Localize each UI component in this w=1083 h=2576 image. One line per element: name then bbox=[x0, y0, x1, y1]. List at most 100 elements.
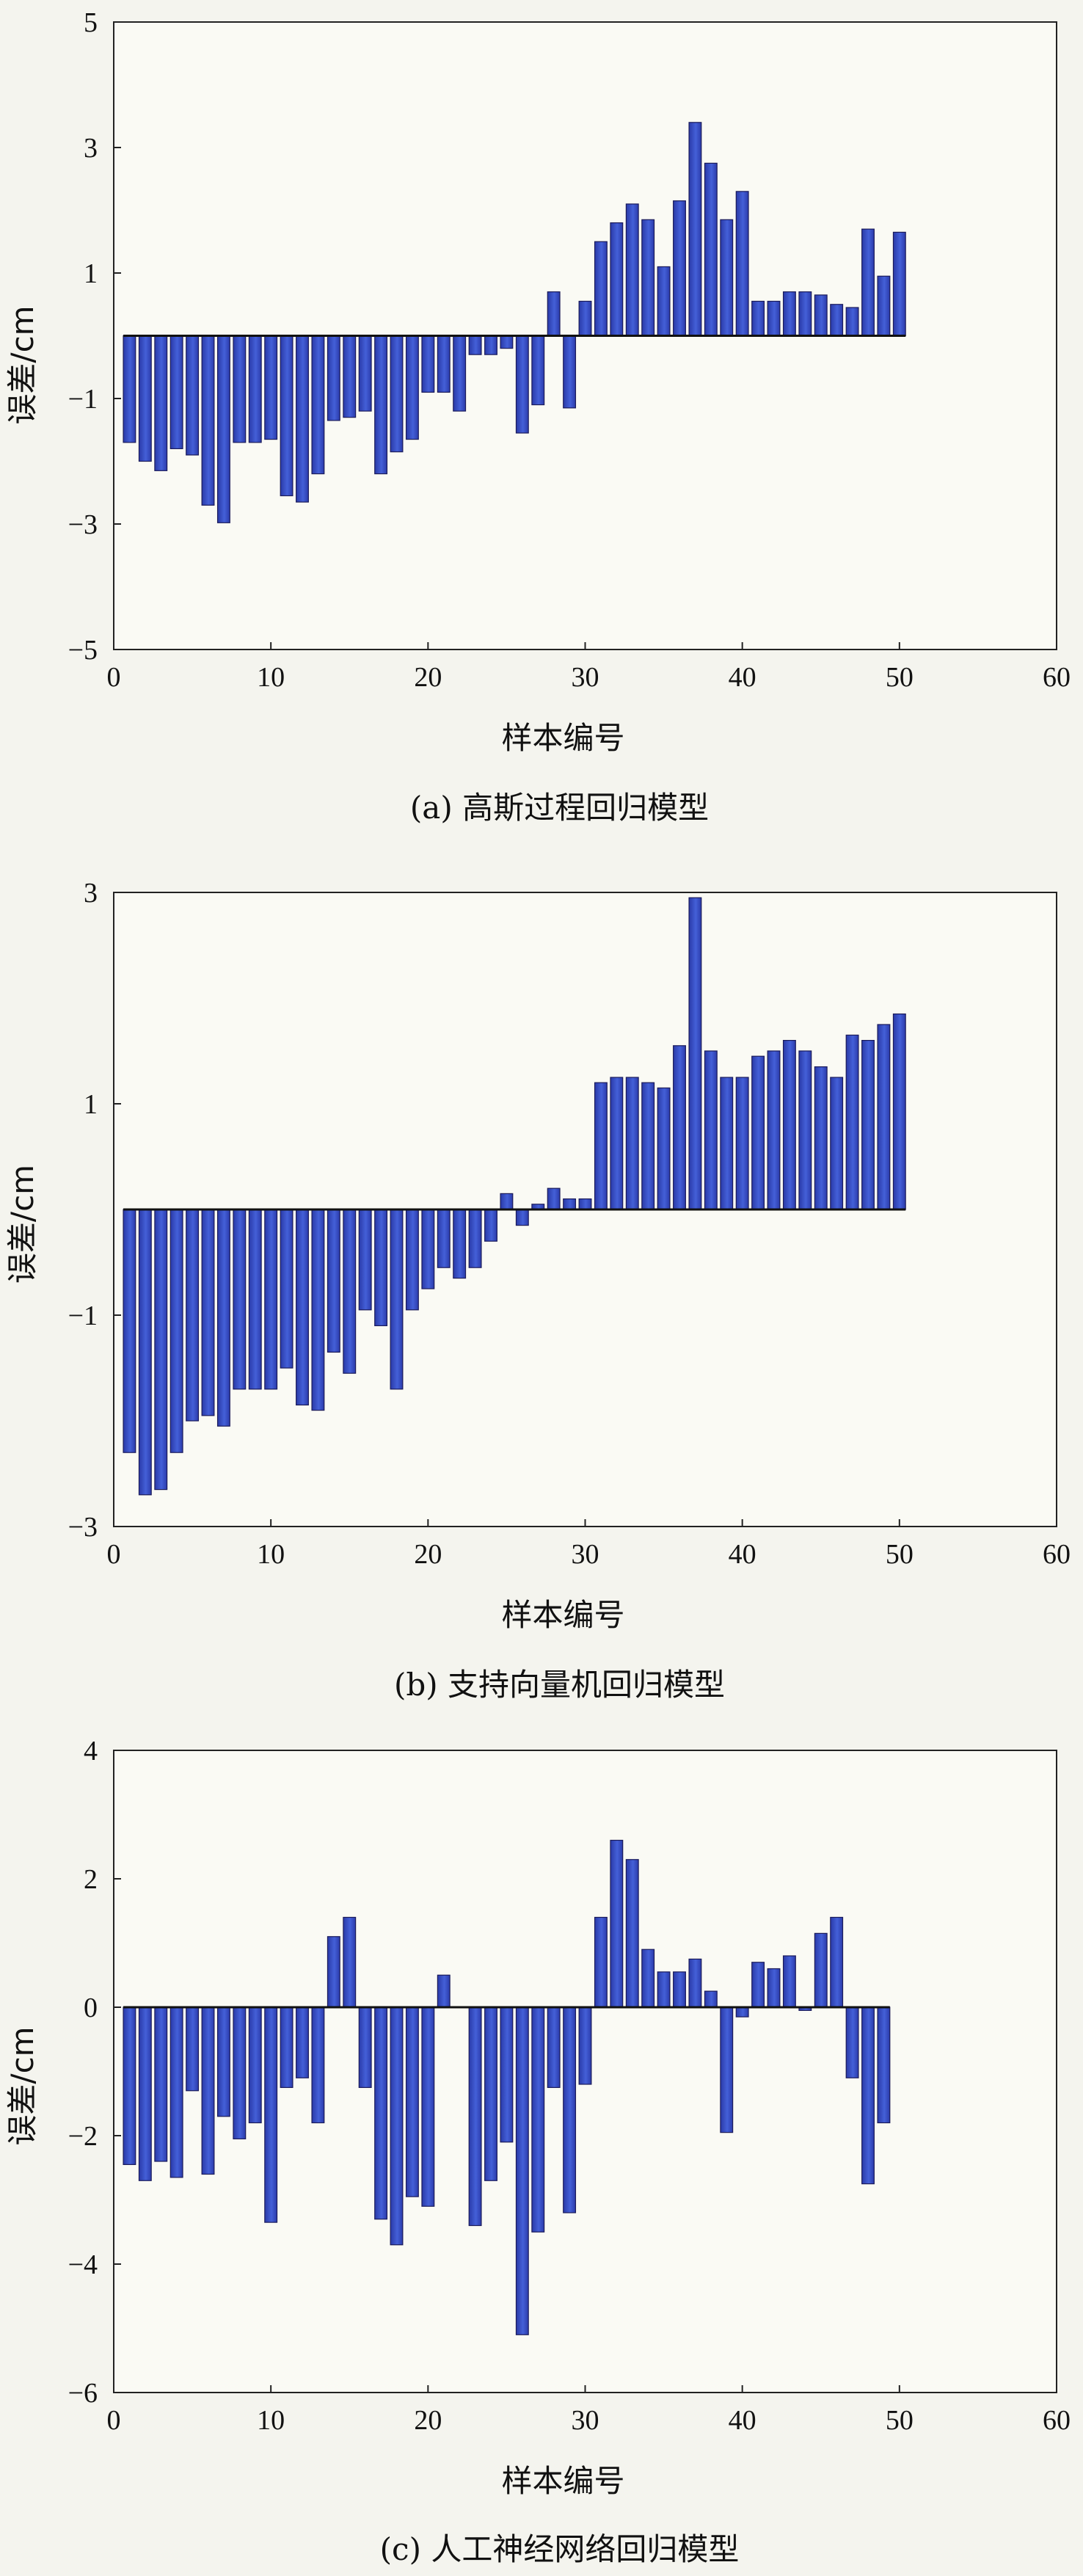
chart-c-bar bbox=[547, 2006, 561, 2088]
chart-b-bar bbox=[673, 1045, 686, 1210]
chart-a-y-tick-label: 1 bbox=[84, 258, 98, 289]
chart-c-bar bbox=[657, 1971, 671, 2008]
chart-a-bar bbox=[547, 291, 561, 337]
chart-c-y-tick-label: −6 bbox=[68, 2378, 98, 2409]
chart-c-bar bbox=[751, 1962, 765, 2008]
chart-a-bar bbox=[515, 335, 529, 434]
chart-a-bar bbox=[798, 291, 812, 337]
chart-a-x-axis-title: 样本编号 bbox=[501, 720, 624, 756]
chart-b-bar bbox=[845, 1034, 859, 1210]
chart-a-bar bbox=[296, 335, 309, 503]
chart-c-bar bbox=[327, 1936, 340, 2008]
chart-a-bar bbox=[374, 335, 388, 475]
chart-c-bar bbox=[861, 2006, 875, 2185]
chart-c-bar bbox=[296, 2006, 309, 2078]
chart-c-x-tick-label: 10 bbox=[257, 2405, 285, 2436]
chart-a-bar bbox=[531, 335, 545, 406]
chart-b-bar bbox=[154, 1209, 168, 1491]
chart-a-x-tick-label: 10 bbox=[257, 662, 285, 693]
chart-a-bar bbox=[610, 222, 624, 337]
chart-c-bar bbox=[233, 2006, 247, 2139]
chart-c-bar bbox=[138, 2006, 152, 2181]
chart-b-bar bbox=[327, 1209, 340, 1353]
chart-a-bar bbox=[343, 335, 357, 418]
chart-b-x-tick-label: 20 bbox=[414, 1539, 442, 1570]
chart-b-bar bbox=[390, 1209, 404, 1390]
chart-a-bar bbox=[594, 241, 608, 337]
chart-c-bar bbox=[216, 2006, 230, 2117]
chart-c-y-tick-label: 0 bbox=[84, 1993, 98, 2023]
chart-b-bar bbox=[123, 1209, 136, 1453]
chart-b-svg: 0 10 20 30 40 50 60 −3 −1 1 3 样本编号 误差/cm (b) 支持向量机回归模… bbox=[4, 878, 1071, 1703]
chart-b-bar bbox=[798, 1050, 812, 1210]
chart-c-x-tick-label: 20 bbox=[414, 2405, 442, 2436]
chart-b-y-tick-label: 3 bbox=[84, 878, 98, 909]
chart-a-bar bbox=[327, 335, 340, 421]
chart-a-bar bbox=[248, 335, 262, 443]
chart-a-bar bbox=[233, 335, 247, 443]
chart-a-bar bbox=[169, 335, 183, 449]
chart-c-bar bbox=[280, 2006, 293, 2088]
chart-c-bar bbox=[610, 1839, 624, 2008]
chart-c-bar bbox=[625, 1859, 639, 2008]
chart-a-bar bbox=[861, 228, 875, 337]
chart-c-bar bbox=[264, 2006, 278, 2223]
chart-b-bar bbox=[625, 1077, 639, 1210]
chart-a-bar bbox=[484, 335, 497, 355]
chart-c-bar bbox=[358, 2006, 372, 2088]
chart-c-y-axis-title: 误差/cm bbox=[4, 2026, 40, 2145]
chart-c-bar bbox=[767, 1968, 781, 2008]
chart-c-y-tick-label: −2 bbox=[68, 2121, 98, 2152]
chart-c-y-tick-label: 2 bbox=[84, 1864, 98, 1895]
chart-a-x-tick-label: 20 bbox=[414, 662, 442, 693]
chart-a-bar bbox=[154, 335, 168, 471]
chart-c-svg: 0 10 20 30 40 50 60 −6 −4 −2 0 2 4 样本编号 误差/cm (c) 人工神经网… bbox=[4, 1736, 1071, 2567]
chart-b-bar bbox=[877, 1024, 891, 1210]
chart-b-bar bbox=[201, 1209, 215, 1416]
chart-c-bar bbox=[830, 1916, 844, 2008]
chart-a-bar bbox=[123, 335, 136, 443]
chart-b-bar bbox=[641, 1082, 655, 1210]
chart-a-bar bbox=[704, 162, 718, 337]
chart-c-bar bbox=[688, 1958, 702, 2008]
chart-b-bar bbox=[484, 1209, 497, 1242]
chart-b-bar bbox=[767, 1050, 781, 1210]
chart-c-bar bbox=[405, 2006, 419, 2197]
chart-c-y-tick-label: 4 bbox=[84, 1736, 98, 1767]
chart-c-bar bbox=[437, 1974, 451, 2008]
chart-b-figure: 0 10 20 30 40 50 60 −3 −1 1 3 样本编号 误差/cm (b) 支持向量机回归模… bbox=[0, 859, 1083, 1717]
chart-b-bar bbox=[735, 1077, 749, 1210]
chart-c-figure: 0 10 20 30 40 50 60 −6 −4 −2 0 2 4 样本编号 误差/cm (c) 人工神经网… bbox=[0, 1717, 1083, 2576]
chart-c-bar bbox=[390, 2006, 404, 2246]
chart-a-bar bbox=[421, 335, 435, 393]
chart-c-bar bbox=[720, 2006, 734, 2133]
chart-a-bar bbox=[390, 335, 404, 453]
chart-c-bar bbox=[311, 2006, 325, 2124]
chart-a-caption: (a) 高斯过程回归模型 bbox=[410, 790, 709, 826]
chart-a-bar bbox=[468, 335, 482, 355]
chart-b-bar bbox=[343, 1209, 357, 1374]
chart-c-bar bbox=[578, 2006, 592, 2085]
chart-a-y-tick-label: −3 bbox=[68, 509, 98, 540]
chart-a-bar bbox=[673, 200, 686, 337]
chart-a-bar bbox=[264, 335, 278, 440]
chart-b-bar bbox=[186, 1209, 200, 1422]
chart-c-bar bbox=[515, 2006, 529, 2335]
chart-b-x-tick-label: 40 bbox=[729, 1539, 756, 1570]
chart-a-bar bbox=[735, 191, 749, 337]
chart-b-x-axis-title: 样本编号 bbox=[501, 1597, 624, 1633]
chart-a-bar bbox=[578, 300, 592, 337]
chart-b-bar bbox=[657, 1087, 671, 1210]
chart-a-bar bbox=[625, 203, 639, 337]
chart-a-bar bbox=[782, 291, 796, 337]
chart-b-bar bbox=[704, 1050, 718, 1210]
chart-a-bar bbox=[688, 122, 702, 337]
chart-c-x-tick-label: 30 bbox=[572, 2405, 599, 2436]
chart-c-bar bbox=[500, 2006, 514, 2143]
chart-a-bar bbox=[280, 335, 293, 497]
chart-b-x-tick-label: 50 bbox=[886, 1539, 914, 1570]
chart-a-bar bbox=[720, 219, 734, 337]
chart-c-bar bbox=[735, 2006, 749, 2017]
chart-a-y-tick-label: −5 bbox=[68, 635, 98, 666]
chart-c-bar bbox=[877, 2006, 891, 2124]
